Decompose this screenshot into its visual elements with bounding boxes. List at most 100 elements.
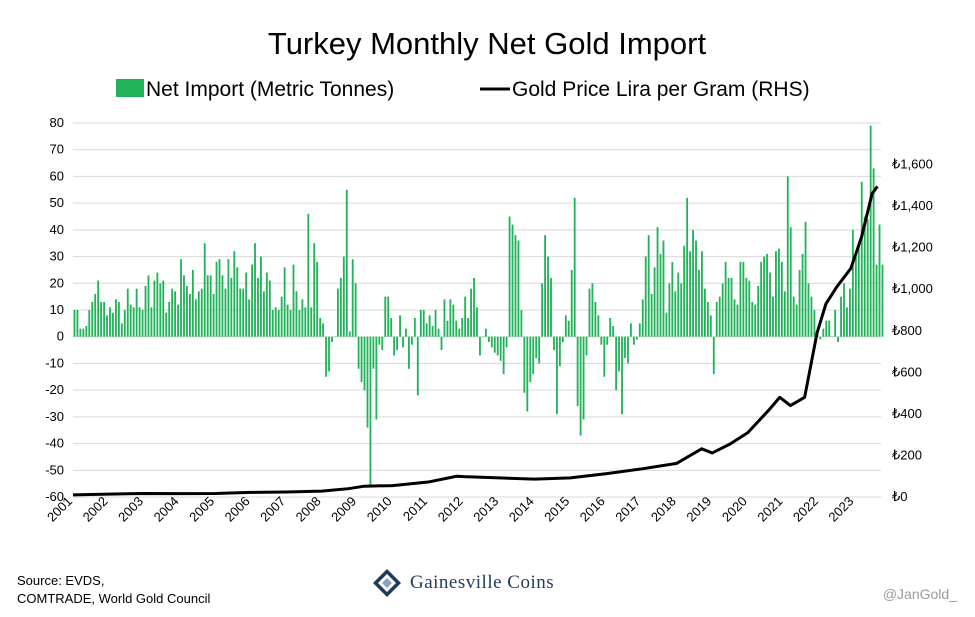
net-import-bar	[85, 326, 88, 337]
net-import-bar	[91, 301, 94, 337]
net-import-bar	[319, 318, 322, 337]
net-import-bar	[727, 277, 730, 337]
net-import-bar	[342, 256, 345, 337]
net-import-bar	[94, 293, 97, 337]
net-import-bar	[408, 336, 410, 369]
net-import-bar	[650, 293, 653, 337]
net-import-bar	[644, 256, 647, 337]
net-import-bar	[769, 272, 771, 337]
net-import-bar	[248, 299, 251, 337]
net-import-bar	[345, 189, 348, 337]
net-import-bar	[683, 245, 686, 337]
net-import-bar	[310, 307, 313, 337]
net-import-bar	[390, 318, 393, 337]
net-import-bar	[200, 288, 203, 337]
net-import-bar	[526, 336, 529, 412]
net-import-bar	[76, 310, 79, 337]
right-tick-label: ₺1,600	[892, 157, 933, 172]
net-import-bar	[372, 336, 375, 369]
x-tick-label: 2010	[364, 494, 395, 525]
net-import-bar	[588, 288, 591, 337]
legend-label-gold-price: Gold Price Lira per Gram (RHS)	[512, 78, 810, 101]
net-import-bar	[135, 288, 138, 337]
net-import-bar	[718, 296, 721, 337]
net-import-bar	[621, 336, 623, 415]
net-import-bar	[428, 315, 431, 337]
net-import-bar	[496, 336, 499, 356]
net-import-bar	[482, 336, 484, 338]
net-import-bar	[458, 328, 461, 337]
net-import-bar	[461, 318, 464, 337]
net-import-bar	[757, 285, 760, 337]
x-tick-label: 2020	[719, 494, 750, 525]
net-import-bar	[162, 280, 165, 337]
net-import-bar	[129, 304, 132, 337]
net-import-bar	[242, 288, 245, 337]
net-import-bar	[387, 296, 390, 337]
net-import-bar	[224, 288, 227, 337]
net-import-bar	[339, 277, 342, 337]
right-tick-label: ₺600	[892, 364, 922, 379]
x-tick-label: 2005	[186, 494, 217, 525]
net-import-bar	[624, 336, 626, 359]
net-import-bar	[706, 301, 709, 337]
net-import-bar	[553, 336, 555, 351]
net-import-bar	[863, 216, 866, 337]
net-import-bar	[594, 301, 597, 337]
net-import-bar	[295, 291, 298, 337]
net-import-bar	[520, 310, 523, 337]
net-import-bar	[846, 307, 848, 337]
net-import-bar	[180, 259, 182, 337]
x-tick-label: 2004	[151, 494, 182, 525]
source-line-2: COMTRADE, World Gold Council	[17, 591, 211, 606]
net-import-bar	[851, 229, 854, 337]
net-import-bar	[251, 264, 253, 337]
net-import-bar	[443, 299, 446, 337]
net-import-bar	[529, 336, 532, 383]
net-import-bar	[834, 310, 837, 337]
net-import-bar	[854, 256, 857, 337]
net-import-bar	[555, 336, 558, 415]
net-import-bar	[174, 291, 177, 337]
net-import-bar	[138, 307, 141, 337]
net-import-bar	[280, 296, 283, 337]
net-import-bar	[849, 288, 851, 337]
x-tick-label: 2002	[80, 494, 111, 525]
net-import-bar	[304, 307, 307, 337]
net-import-bar	[724, 261, 727, 337]
right-tick-label: ₺1,000	[892, 281, 933, 296]
left-tick-label: -50	[45, 462, 64, 477]
net-import-bar	[751, 301, 754, 337]
net-import-bar	[431, 326, 434, 337]
net-import-bar	[837, 336, 840, 343]
net-import-bar	[547, 256, 549, 337]
left-tick-label: 30	[50, 249, 64, 264]
net-import-bar	[416, 336, 419, 396]
x-tick-label: 2013	[470, 494, 501, 525]
net-import-bar	[476, 307, 478, 337]
source-note: Source: EVDS, COMTRADE, World Gold Counc…	[17, 572, 210, 608]
author-handle: @JanGold_	[882, 586, 957, 602]
net-import-bar	[570, 269, 573, 337]
net-import-bar	[795, 304, 798, 337]
net-import-bar	[203, 243, 206, 337]
net-import-bar	[647, 235, 650, 337]
left-tick-label: -60	[45, 489, 64, 504]
net-import-bar	[709, 315, 712, 337]
net-import-bar	[754, 304, 757, 337]
net-import-bar	[766, 253, 768, 337]
net-import-bar	[120, 323, 123, 337]
net-import-bar	[881, 264, 884, 337]
net-import-bar	[79, 328, 82, 337]
net-import-bar	[405, 328, 407, 337]
x-tick-label: 2019	[683, 494, 714, 525]
net-import-bar	[804, 221, 807, 337]
net-import-bar	[206, 275, 209, 337]
net-import-bar	[573, 197, 576, 337]
right-tick-label: ₺200	[892, 447, 922, 462]
net-import-bar	[366, 336, 369, 428]
net-import-bar	[828, 320, 831, 337]
net-import-bar	[638, 323, 641, 337]
net-import-bar	[641, 299, 644, 337]
net-import-bar	[627, 336, 629, 364]
